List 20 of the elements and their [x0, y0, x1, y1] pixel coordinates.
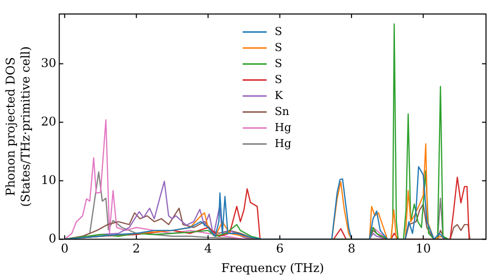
y-tick-label: 30 [40, 56, 56, 70]
x-tick-label: 10 [416, 242, 431, 256]
legend-label: K [274, 88, 284, 102]
legend-label: S [274, 40, 282, 54]
x-tick-label: 0 [60, 242, 68, 256]
legend-label: S [274, 72, 282, 86]
legend-label: Hg [274, 120, 292, 134]
y-axis-title: Phonon projected DOS (States/THz·primitive cell) [4, 46, 33, 207]
x-tick-label: 8 [348, 242, 356, 256]
legend-label: S [274, 56, 282, 70]
y-tick-label: 20 [40, 114, 56, 128]
legend-label: S [274, 24, 282, 38]
x-axis-title: Frequency (THz) [221, 260, 324, 275]
x-tick-label: 6 [276, 242, 284, 256]
y-tick-label: 10 [40, 172, 56, 187]
x-tick-label: 2 [132, 242, 140, 256]
legend-label: Hg [274, 136, 292, 150]
x-tick-label: 4 [204, 242, 212, 256]
legend-label: Sn [274, 104, 290, 118]
y-tick-label: 0 [48, 231, 56, 246]
